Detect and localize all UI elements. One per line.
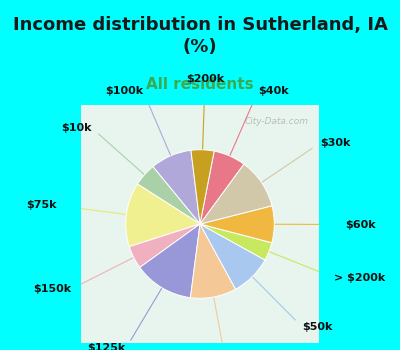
Text: $50k: $50k [302, 322, 332, 332]
Text: $75k: $75k [26, 200, 56, 210]
Text: $125k: $125k [88, 343, 126, 350]
Wedge shape [191, 150, 214, 224]
Wedge shape [126, 184, 200, 247]
Wedge shape [200, 164, 272, 224]
Text: Income distribution in Sutherland, IA
(%): Income distribution in Sutherland, IA (%… [12, 16, 388, 56]
Wedge shape [200, 224, 265, 289]
Wedge shape [140, 224, 200, 298]
Text: $10k: $10k [61, 123, 92, 133]
Text: > $200k: > $200k [334, 273, 386, 283]
Text: $100k: $100k [105, 86, 143, 96]
Wedge shape [200, 224, 272, 260]
Wedge shape [200, 206, 274, 243]
Wedge shape [138, 167, 200, 224]
Wedge shape [200, 151, 244, 224]
Wedge shape [153, 150, 200, 224]
Text: All residents: All residents [146, 77, 254, 92]
Text: City-Data.com: City-Data.com [244, 117, 308, 126]
Text: $150k: $150k [33, 284, 71, 294]
Text: $30k: $30k [320, 138, 350, 148]
Text: $40k: $40k [258, 86, 288, 96]
Text: $200k: $200k [186, 75, 224, 84]
Text: $60k: $60k [345, 219, 375, 230]
Wedge shape [129, 224, 200, 267]
Wedge shape [190, 224, 236, 298]
